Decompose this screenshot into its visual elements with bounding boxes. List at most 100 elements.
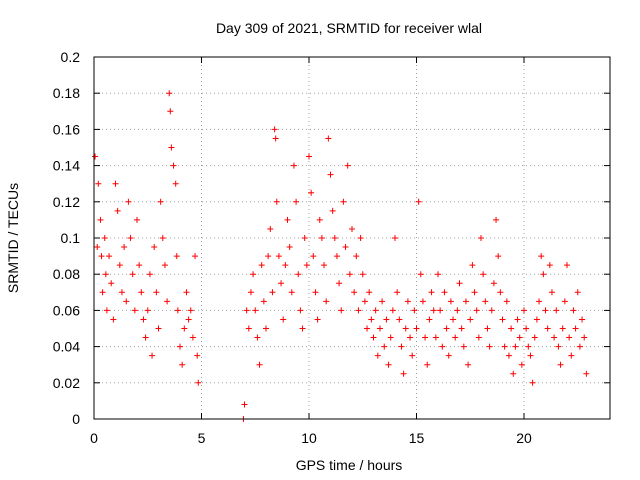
data-point [146,271,153,278]
data-point [278,280,285,287]
data-point [260,298,267,305]
data-point [396,316,403,323]
data-point [402,325,409,332]
data-point [576,343,583,350]
data-point [314,316,321,323]
data-point [344,162,351,169]
data-point [460,343,467,350]
data-point [548,289,555,296]
data-point [555,343,562,350]
data-point [181,325,188,332]
data-point [99,289,106,296]
data-point [553,307,560,314]
y-tick-label: 0.2 [61,49,81,65]
data-point [505,352,512,359]
data-point [95,180,102,187]
data-point [252,307,259,314]
data-point [379,298,386,305]
data-point [428,289,435,296]
data-point [168,144,175,151]
y-tick-label: 0.1 [61,230,81,246]
data-point [510,370,517,377]
data-point [443,325,450,332]
data-point [102,271,109,278]
data-point [516,334,523,341]
x-tick-label: 20 [516,430,532,446]
data-point [439,343,446,350]
data-point [318,235,325,241]
data-point [579,316,586,323]
x-tick-label: 0 [90,430,98,446]
data-point [469,262,476,269]
data-point [297,307,304,314]
data-point [415,198,422,205]
data-point [267,225,274,232]
data-point [447,298,454,305]
data-point [271,126,278,133]
data-point [112,180,119,187]
data-point [454,307,461,314]
data-point [125,198,132,205]
data-point [389,307,396,314]
data-point [327,171,334,178]
data-point [366,289,373,296]
data-point [321,262,328,269]
data-point [456,280,463,287]
data-point [441,289,448,296]
data-point [275,253,282,260]
data-point [303,262,310,269]
data-point [581,334,588,341]
data-point [173,253,180,260]
data-point [559,325,566,332]
data-point [346,271,353,278]
data-point [432,334,439,341]
data-point [263,325,269,332]
x-axis-label: GPS time / hours [296,457,403,473]
data-point [450,316,457,323]
data-point [518,361,525,368]
data-point [256,361,263,368]
plot-frame [93,56,611,420]
data-point [151,244,158,251]
data-point [172,180,179,187]
data-point [387,334,394,341]
y-tick-label: 0.12 [53,194,80,210]
data-point [272,135,279,142]
data-point [94,244,101,251]
data-point [159,235,166,241]
data-point [561,298,568,305]
data-point [183,289,190,296]
data-point [92,153,99,160]
data-point [155,325,162,332]
data-point [312,289,319,296]
data-point [282,262,289,269]
data-point [514,316,521,323]
data-point [523,325,530,332]
data-point [177,343,183,350]
data-point [486,343,493,350]
data-point [497,289,504,296]
data-point [471,289,478,296]
data-point [338,307,345,314]
data-point [174,307,181,314]
data-point [121,244,128,251]
data-point [131,307,138,314]
data-point [484,325,491,332]
data-point [480,271,487,278]
data-point [430,307,437,314]
data-point [299,325,306,332]
data-point [247,289,254,296]
data-point [118,289,125,296]
data-point [301,235,308,241]
data-point [329,207,336,214]
data-point [106,253,113,260]
data-point [323,298,330,305]
data-point [413,325,420,332]
data-point [482,298,489,305]
data-point [566,334,573,341]
data-point [488,307,495,314]
data-point [538,253,545,260]
data-point [527,352,534,359]
x-tick-label: 10 [301,430,317,446]
